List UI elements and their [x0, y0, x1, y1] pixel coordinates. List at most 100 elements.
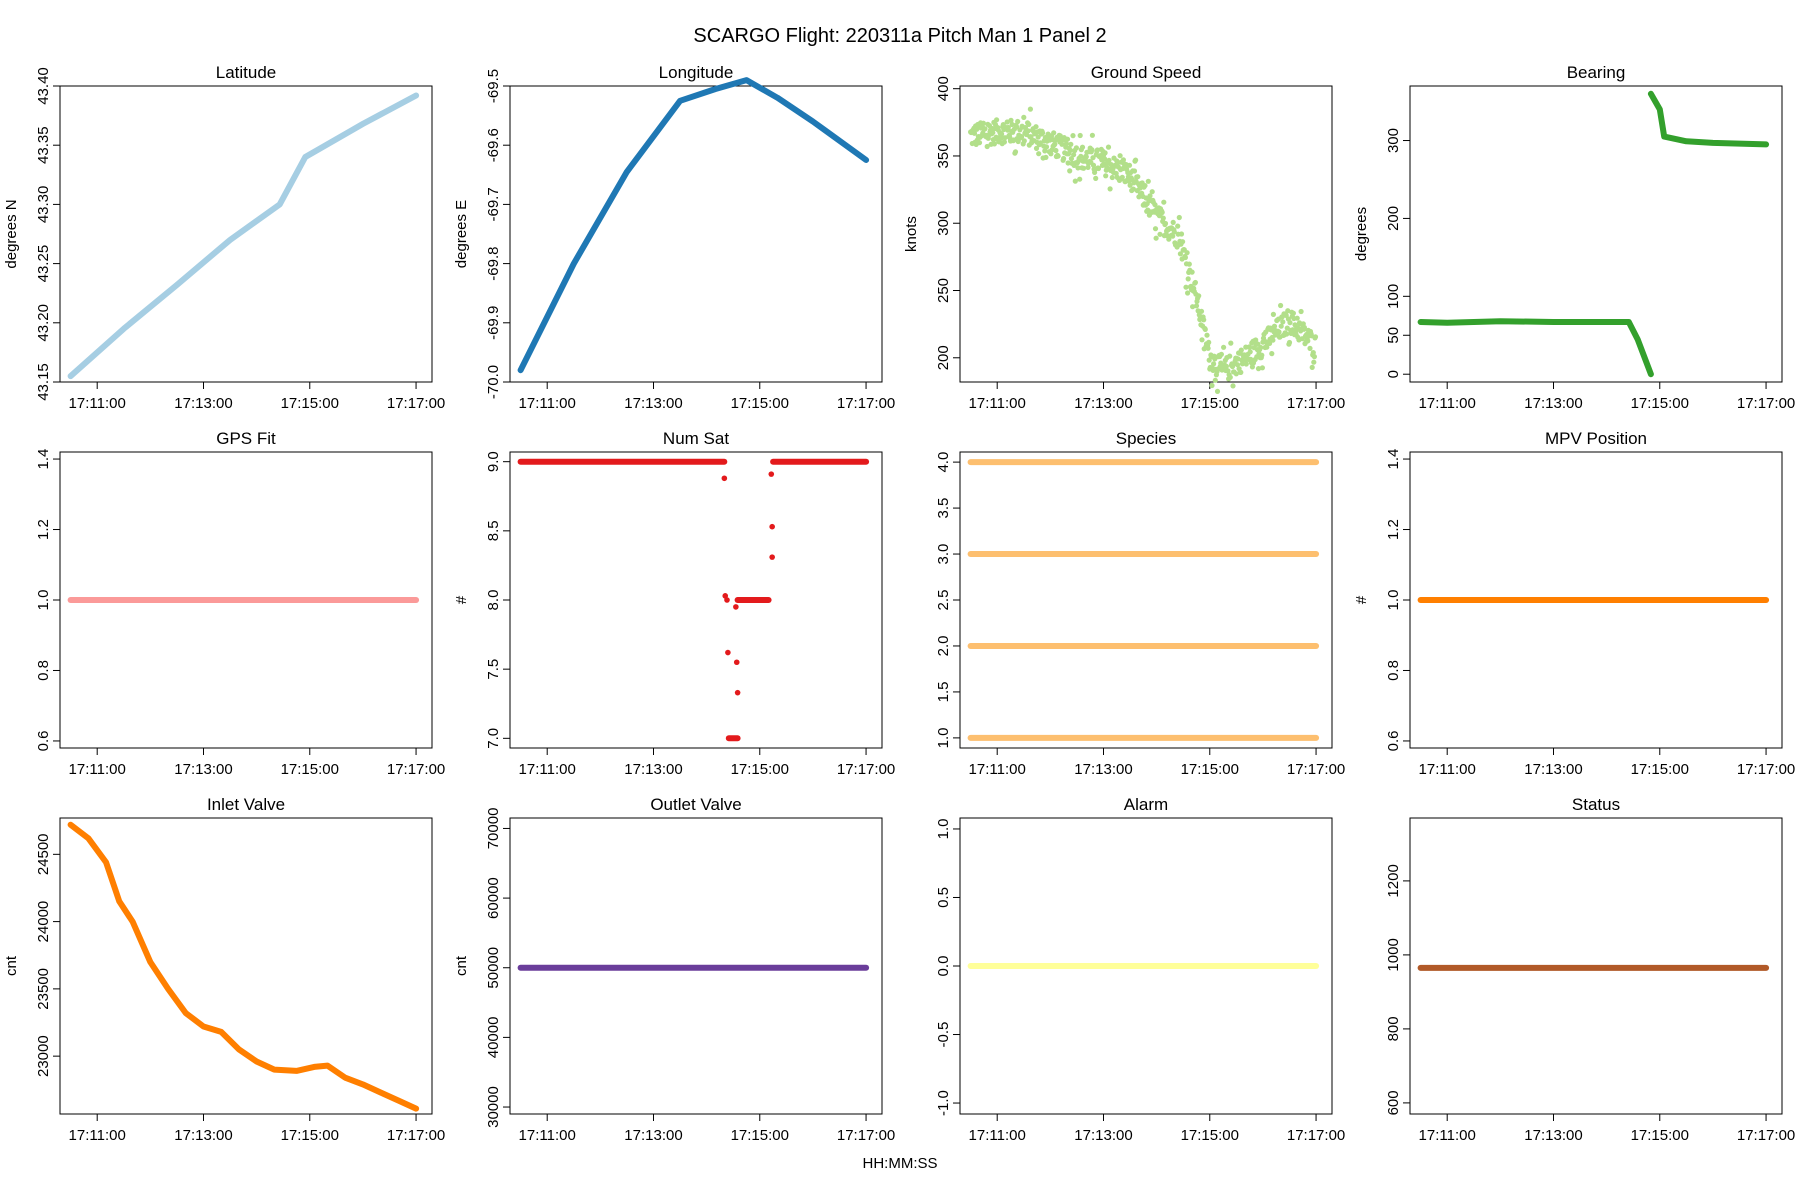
- data-point: [984, 143, 990, 150]
- series-line-0: [67, 92, 420, 380]
- y-axis-label: #: [1353, 595, 1370, 604]
- x-tick-label: 17:11:00: [69, 761, 126, 778]
- data-point: [1070, 133, 1076, 139]
- panel-title: Ground Speed: [1091, 63, 1202, 82]
- y-tick-label: 350: [935, 143, 952, 168]
- data-point: [1090, 162, 1097, 168]
- data-point: [1012, 149, 1019, 155]
- data-point: [1036, 151, 1042, 157]
- data-point: [1051, 130, 1057, 136]
- data-point: [1157, 231, 1163, 237]
- y-axis-label: degrees N: [3, 199, 20, 268]
- y-tick-label: 2.0: [935, 636, 952, 657]
- data-point: [1255, 366, 1262, 372]
- data-point: [1068, 141, 1074, 147]
- data-point: [1095, 165, 1102, 172]
- plot-frame: [509, 817, 883, 1115]
- data-point: [1276, 329, 1282, 335]
- x-tick-label: 17:13:00: [1074, 761, 1132, 778]
- y-tick-label: 250: [935, 278, 952, 303]
- data-point: [1309, 364, 1315, 370]
- data-point: [1025, 128, 1031, 134]
- y-tick-label: 800: [1385, 1016, 1402, 1041]
- x-tick-label: 17:17:00: [387, 1127, 445, 1144]
- data-point: [1214, 388, 1221, 394]
- x-tick-label: 17:11:00: [1419, 761, 1476, 778]
- data-point: [1079, 144, 1086, 150]
- x-axis-label: HH:MM:SS: [863, 1155, 938, 1172]
- data-point: [1068, 156, 1074, 162]
- data-point: [1278, 323, 1284, 329]
- x-tick-label: 17:13:00: [624, 1127, 682, 1144]
- x-tick-label: 17:15:00: [731, 761, 789, 778]
- data-point: [1019, 134, 1025, 140]
- panel-title: GPS Fit: [216, 429, 276, 448]
- panels: Latitude 17:11:00 17:13:00 17:15:00 17:17:00…: [3, 63, 1795, 1144]
- data-point: [1067, 168, 1073, 174]
- data-point: [1285, 308, 1291, 314]
- x-tick-label: 17:13:00: [174, 395, 232, 412]
- data-point: [1085, 164, 1091, 170]
- x-tick-label: 17:15:00: [1181, 1127, 1239, 1144]
- data-point: [1109, 174, 1115, 181]
- y-tick-label: 43.30: [35, 186, 52, 224]
- panel-ground-speed: Ground Speed 17:11:00 17:13:00 17:15:00 17:1…: [903, 63, 1345, 412]
- x-tick-label: 17:13:00: [174, 1127, 232, 1144]
- data-point: [1133, 157, 1139, 163]
- data-point: [1198, 308, 1205, 314]
- data-point: [1180, 239, 1186, 245]
- data-point: [1312, 334, 1319, 340]
- data-point: [1259, 352, 1265, 358]
- data-point: [1209, 382, 1215, 389]
- panel-title: Outlet Valve: [650, 795, 741, 814]
- data-point: [1090, 155, 1096, 161]
- data-point: [1043, 154, 1049, 160]
- y-tick-label: -69.9: [485, 306, 502, 340]
- y-tick-label: -69.6: [485, 128, 502, 162]
- data-point: [1043, 144, 1050, 150]
- y-tick-label: 200: [935, 345, 952, 370]
- y-axis-label: knots: [903, 216, 920, 252]
- x-tick-label: 17:17:00: [1287, 395, 1345, 412]
- y-tick-label: -0.5: [935, 1022, 952, 1048]
- data-point: [1202, 326, 1208, 332]
- data-point: [1093, 175, 1099, 181]
- data-point: [1183, 284, 1189, 290]
- y-tick-label: 9.0: [485, 451, 502, 472]
- y-axis-label: cnt: [3, 955, 20, 976]
- data-point: [1238, 369, 1244, 375]
- x-tick-label: 17:13:00: [1074, 395, 1132, 412]
- data-point: [1223, 363, 1229, 369]
- panel-title: Species: [1116, 429, 1176, 448]
- x-tick-label: 17:15:00: [1181, 395, 1239, 412]
- y-tick-label: 0.6: [35, 731, 52, 752]
- data-point: [724, 597, 730, 603]
- data-point: [990, 130, 996, 136]
- y-tick-label: 600: [1385, 1090, 1402, 1115]
- plot-frame: [1409, 85, 1783, 383]
- x-tick-label: 17:15:00: [281, 761, 339, 778]
- data-point: [1178, 231, 1185, 237]
- x-tick-label: 17:11:00: [69, 395, 126, 412]
- y-tick-label: 0.8: [1385, 660, 1402, 681]
- data-point: [1117, 153, 1123, 159]
- data-point: [1227, 353, 1233, 359]
- x-tick-label: 17:15:00: [1181, 761, 1239, 778]
- panel-alarm: Alarm 17:11:00 17:13:00 17:15:00 17:17:00 -1.…: [935, 795, 1345, 1144]
- data-point: [1152, 226, 1159, 232]
- panel-mpv-position: MPV Position 17:11:00 17:13:00 17:15:00 17:1…: [1353, 429, 1795, 778]
- data-point: [1218, 351, 1224, 357]
- y-tick-label: 24000: [35, 901, 52, 943]
- y-tick-label: 1200: [1385, 864, 1402, 897]
- data-point: [1298, 308, 1304, 315]
- plot-frame: [59, 85, 433, 383]
- data-point: [1259, 365, 1265, 371]
- data-point: [1052, 141, 1058, 147]
- data-point: [1286, 339, 1293, 346]
- figure-title: SCARGO Flight: 220311a Pitch Man 1 Panel…: [693, 25, 1106, 47]
- panel-title: Bearing: [1567, 63, 1626, 82]
- y-tick-label: 200: [1385, 206, 1402, 231]
- data-point: [1081, 165, 1087, 171]
- x-tick-label: 17:15:00: [281, 395, 339, 412]
